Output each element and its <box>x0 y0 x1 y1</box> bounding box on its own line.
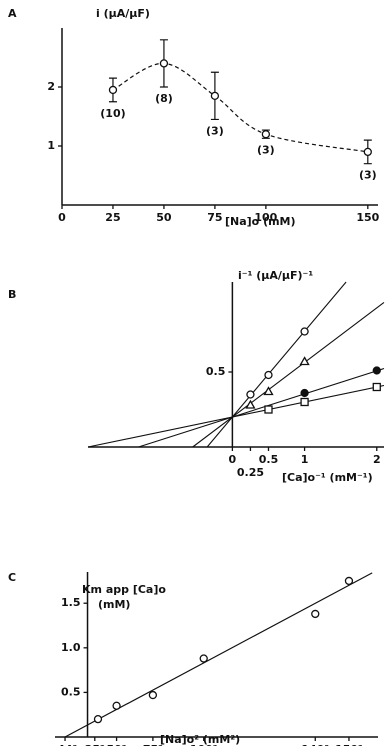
x-tick-label: 0.25 <box>237 466 264 479</box>
fit-line <box>138 368 385 448</box>
y-axis-label: i (μA/μF) <box>96 7 150 20</box>
marker <box>199 654 208 663</box>
x-tick-label: 50² <box>107 743 127 746</box>
x-tick-label: 0 <box>58 211 66 224</box>
y-tick-label: 1.5 <box>61 596 81 609</box>
y-axis-label: i⁻¹ (μA/μF)⁻¹ <box>238 269 313 282</box>
marker <box>210 91 220 100</box>
marker <box>93 715 103 724</box>
marker <box>344 576 354 586</box>
x-tick-label: 0.5 <box>259 453 279 466</box>
panel-label: B <box>8 288 16 301</box>
x-axis-label: [Ca]o⁻¹ (mM⁻¹) <box>282 471 373 484</box>
y-tick-label: 1 <box>47 139 55 152</box>
marker <box>300 388 309 398</box>
x-tick-label: 150² <box>335 743 363 746</box>
marker <box>108 85 118 95</box>
n-label: (8) <box>155 92 173 105</box>
marker <box>300 327 309 336</box>
marker <box>264 370 273 380</box>
y-tick-label: 2 <box>47 80 55 93</box>
fit-curve <box>112 62 368 153</box>
panel-label: A <box>8 7 17 20</box>
marker <box>311 609 320 619</box>
y-tick-label: 1.0 <box>61 641 81 654</box>
marker <box>363 147 372 157</box>
x-tick-label: 1 <box>301 453 309 466</box>
x-tick-label: 75 <box>207 211 222 224</box>
y-axis-label: (mM) <box>98 598 130 611</box>
x-axis-label: [Na]o (mM) <box>225 215 296 228</box>
n-label: (3) <box>257 143 275 156</box>
n-label: (10) <box>100 107 125 120</box>
x-tick-label: 2 <box>373 453 381 466</box>
fit-line <box>206 281 347 448</box>
marker <box>263 386 274 396</box>
marker <box>372 382 381 392</box>
x-tick-label: 150 <box>356 211 379 224</box>
marker <box>245 399 256 409</box>
marker <box>300 397 309 407</box>
marker <box>299 356 310 366</box>
n-label: (3) <box>359 169 377 182</box>
x-tick-label: -44² <box>53 743 78 746</box>
x-tick-label: 50 <box>156 211 172 224</box>
x-tick-label: 25² <box>85 743 105 746</box>
fit-line <box>192 302 385 448</box>
x-tick-label: 100² <box>190 743 218 746</box>
y-tick-label: 0.5 <box>61 685 81 698</box>
x-tick-label: 25 <box>105 211 120 224</box>
marker <box>264 405 273 414</box>
x-tick-label: 75² <box>143 743 163 746</box>
fit-line <box>87 384 385 448</box>
n-label: (3) <box>206 124 224 137</box>
marker <box>261 130 271 139</box>
x-tick-label: 0 <box>229 453 237 466</box>
y-axis-label: Km app [Ca]o <box>82 583 166 596</box>
marker <box>112 701 121 710</box>
marker <box>159 59 169 68</box>
x-tick-label: 140² <box>301 743 329 746</box>
panel-label: C <box>8 571 16 584</box>
marker <box>148 690 158 700</box>
x-tick-label: 100 <box>254 211 277 224</box>
marker <box>246 390 255 399</box>
marker <box>372 366 381 375</box>
y-tick-label: 0.5 <box>206 365 226 378</box>
